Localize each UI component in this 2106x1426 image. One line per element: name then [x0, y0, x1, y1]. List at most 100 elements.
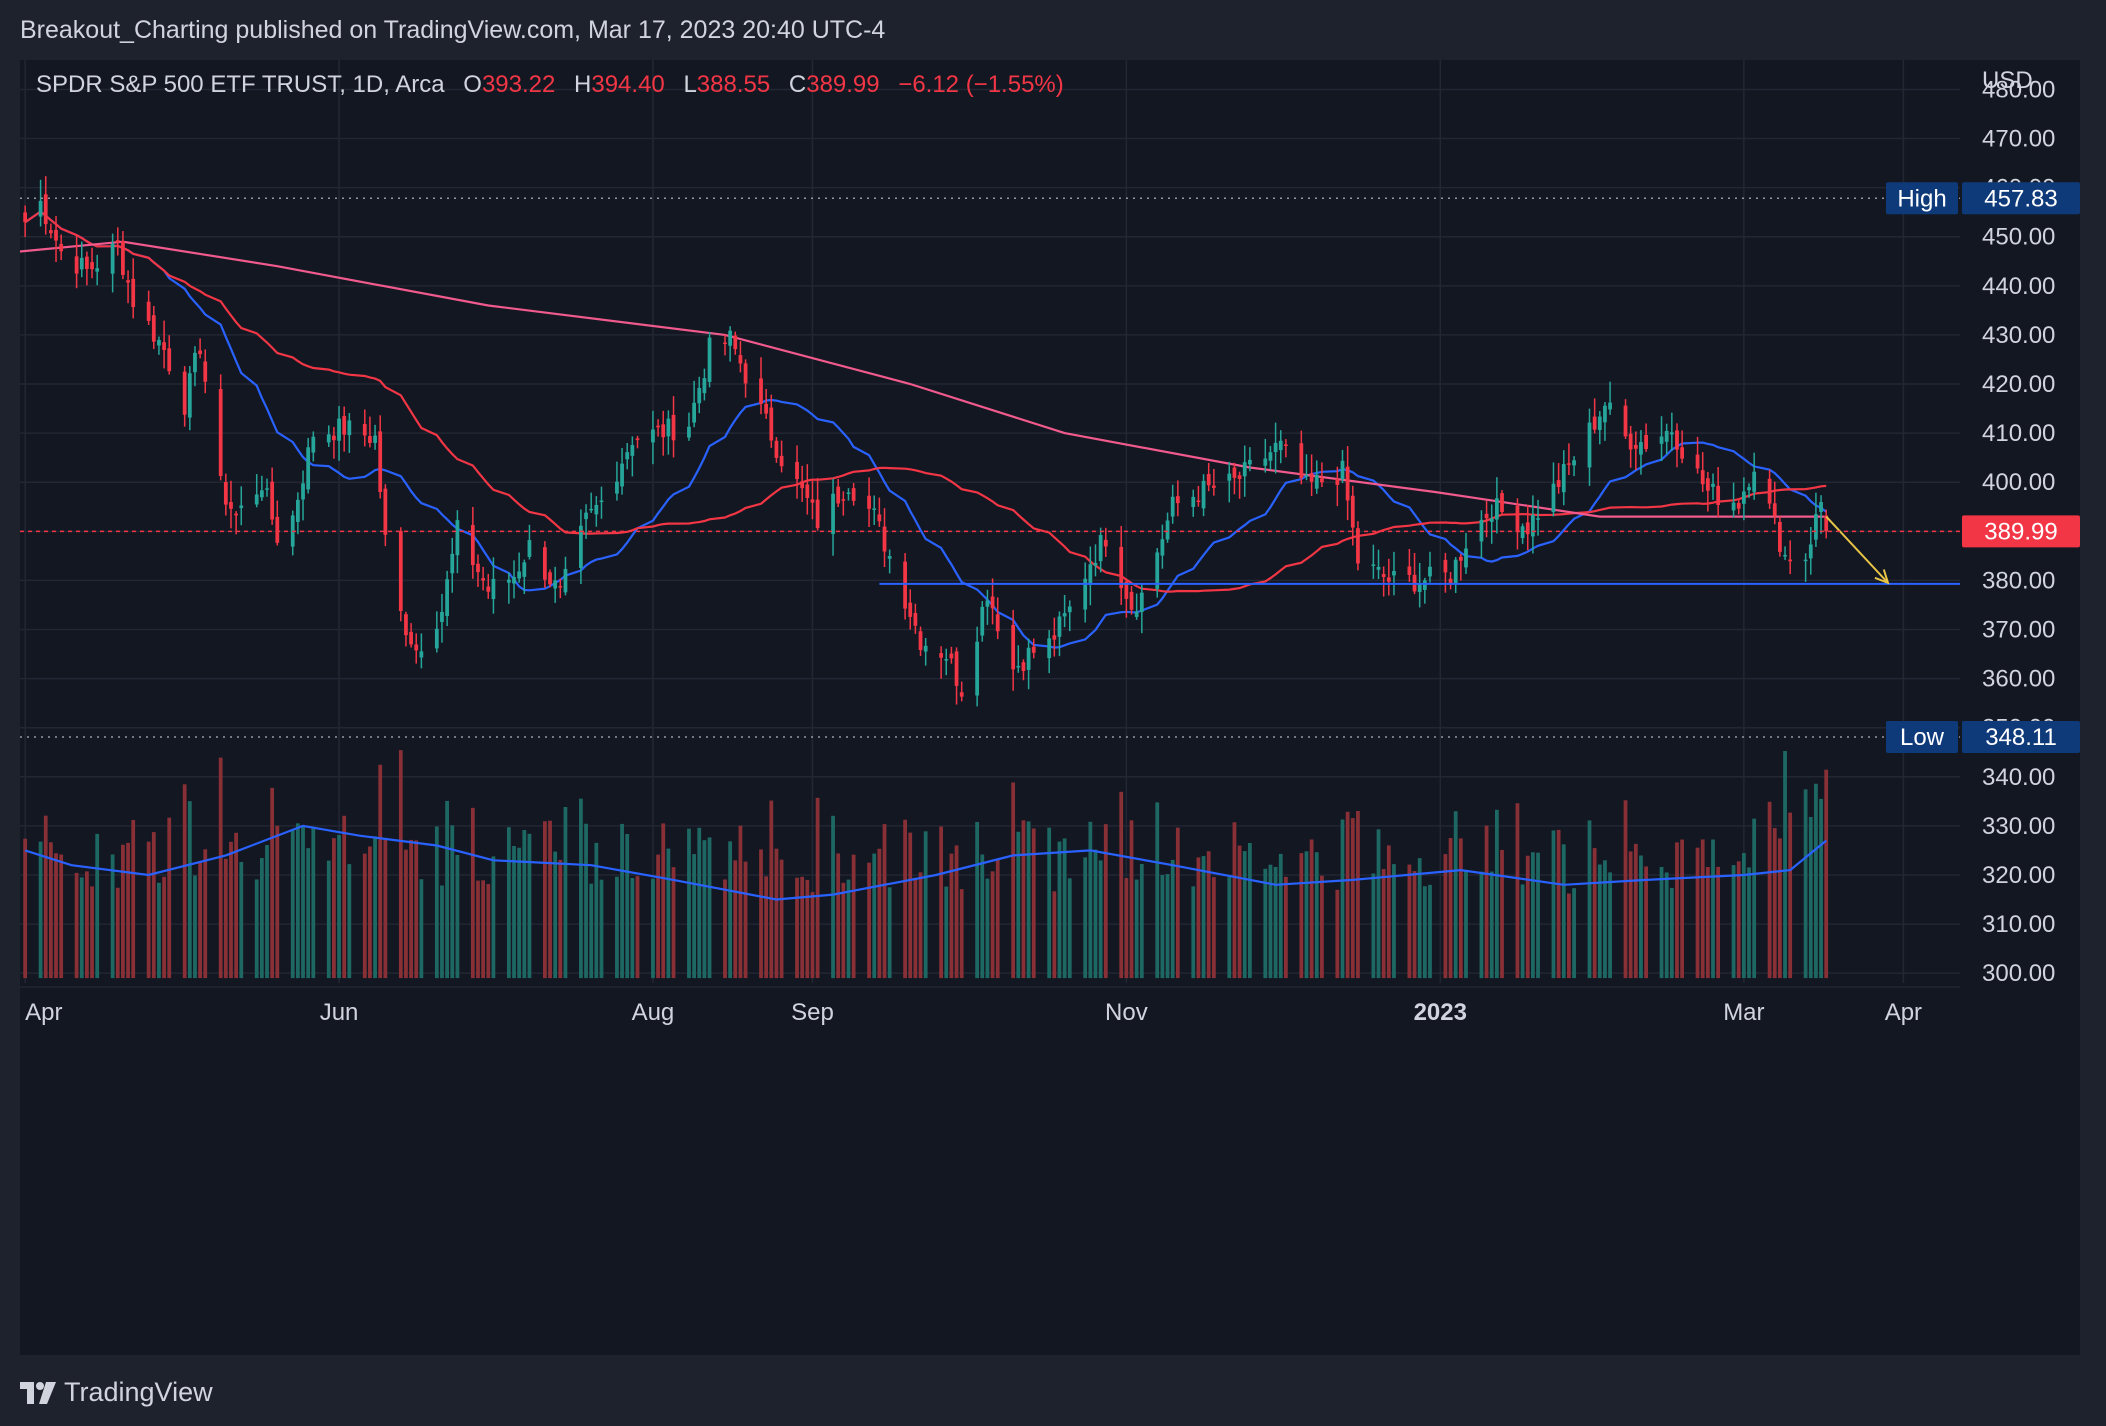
volume-bar-up [563, 807, 568, 979]
candle-up [254, 494, 259, 505]
volume-bar-up [692, 854, 696, 979]
volume-bar-down [1345, 811, 1350, 979]
volume-bar-up [1242, 851, 1247, 979]
candle-down [1628, 433, 1633, 450]
candle-down [1124, 581, 1129, 599]
volume-bar-down [1778, 838, 1782, 979]
volume-bar-down [146, 841, 151, 979]
chart-frame[interactable]: USD480.00470.00460.00450.00440.00430.004… [20, 60, 2080, 1355]
ma-200-line [20, 240, 1827, 518]
candle-up [1016, 665, 1021, 668]
volume-bar-down [810, 892, 815, 979]
candle-down [723, 342, 727, 345]
volume-bar-down [1623, 800, 1628, 979]
candle-up [1047, 638, 1052, 659]
volume-bar-up [1134, 879, 1139, 979]
candle-up [1057, 616, 1062, 637]
candle-down [810, 499, 815, 503]
candle-down [270, 481, 275, 520]
candle-up [1664, 430, 1669, 442]
candle-up [522, 562, 527, 577]
candle-up [831, 493, 835, 535]
candle-up [1263, 458, 1268, 466]
volume-bar-up [1371, 873, 1376, 979]
candle-up [1304, 475, 1309, 477]
candle-down [1284, 444, 1288, 446]
price-chart[interactable]: USD480.00470.00460.00450.00440.00430.004… [20, 60, 2080, 1355]
volume-bar-down [769, 800, 774, 979]
publisher-line: Breakout_Charting published on TradingVi… [20, 16, 886, 44]
volume-bar-up [157, 882, 161, 979]
volume-bar-up [1747, 867, 1751, 979]
volume-bar-up [728, 841, 733, 979]
y-tick-label: 310.00 [1982, 911, 2055, 938]
candle-up [1453, 559, 1458, 584]
candle-down [1824, 515, 1829, 532]
candle-up [1278, 440, 1283, 451]
volume-bar-down [1716, 866, 1721, 979]
symbol-label[interactable]: SPDR S&P 500 ETF TRUST, 1D, Arca [36, 71, 445, 98]
volume-bar-up [697, 827, 702, 979]
volume-bar-down [203, 849, 208, 979]
volume-bar-up [1803, 789, 1808, 979]
candle-up [1268, 452, 1273, 461]
volume-bar-down [939, 826, 943, 979]
volume-bar-down [131, 819, 136, 979]
candle-up [702, 378, 707, 394]
candle-up [1273, 442, 1278, 453]
volume-bar-up [1520, 884, 1525, 979]
candle-down [764, 403, 769, 414]
candle-up [1608, 402, 1612, 410]
volume-bar-down [275, 825, 280, 979]
tradingview-logo[interactable]: TradingView [20, 1377, 213, 1408]
volume-bar-down [1381, 869, 1386, 979]
candle-down [383, 488, 388, 535]
candle-down [1407, 566, 1412, 575]
candle-up [445, 579, 449, 617]
candle-down [43, 194, 48, 225]
candle-down [1592, 416, 1597, 430]
tradingview-icon [20, 1381, 56, 1404]
volume-bar-down [733, 860, 738, 979]
volume-bar-down [342, 815, 347, 979]
brand-name: TradingView [64, 1377, 213, 1407]
candle-down [203, 361, 208, 382]
candle-down [1525, 522, 1530, 535]
volume-bar-up [1494, 809, 1499, 979]
candle-up [301, 483, 305, 500]
candle-down [1175, 496, 1180, 504]
open-value: 393.22 [481, 71, 556, 98]
volume-bar-up [1047, 827, 1052, 979]
volume-bar-up [1247, 842, 1252, 979]
candle-down [1644, 435, 1648, 450]
candle-down [1386, 577, 1391, 582]
volume-bar-up [506, 827, 511, 979]
candle-down [1716, 485, 1721, 506]
candle-up [563, 568, 568, 593]
candle-up [1741, 491, 1746, 504]
candle-up [872, 508, 877, 510]
volume-bar-down [182, 784, 187, 979]
volume-bar-up [975, 821, 980, 979]
volume-bar-up [1819, 798, 1823, 979]
candle-up [1201, 480, 1206, 509]
volume-bar-up [445, 800, 449, 979]
volume-bar-down [398, 750, 403, 979]
candle-down [1052, 635, 1057, 640]
candle-down [913, 613, 918, 626]
candle-up [1803, 559, 1808, 562]
volume-bar-up [1464, 870, 1468, 979]
volume-bar-down [877, 848, 882, 979]
candle-up [1247, 459, 1252, 465]
volume-bar-up [254, 879, 259, 979]
volume-bar-down [368, 846, 372, 979]
y-tick-label: 450.00 [1982, 224, 2055, 251]
volume-bar-down [54, 853, 58, 979]
volume-bar-up [1814, 783, 1818, 979]
volume-bar-up [1057, 841, 1062, 979]
x-tick-label: Sep [791, 999, 834, 1026]
candle-down [1011, 624, 1016, 670]
candle-down [800, 481, 805, 489]
candle-up [527, 540, 532, 557]
candle-up [615, 481, 619, 494]
